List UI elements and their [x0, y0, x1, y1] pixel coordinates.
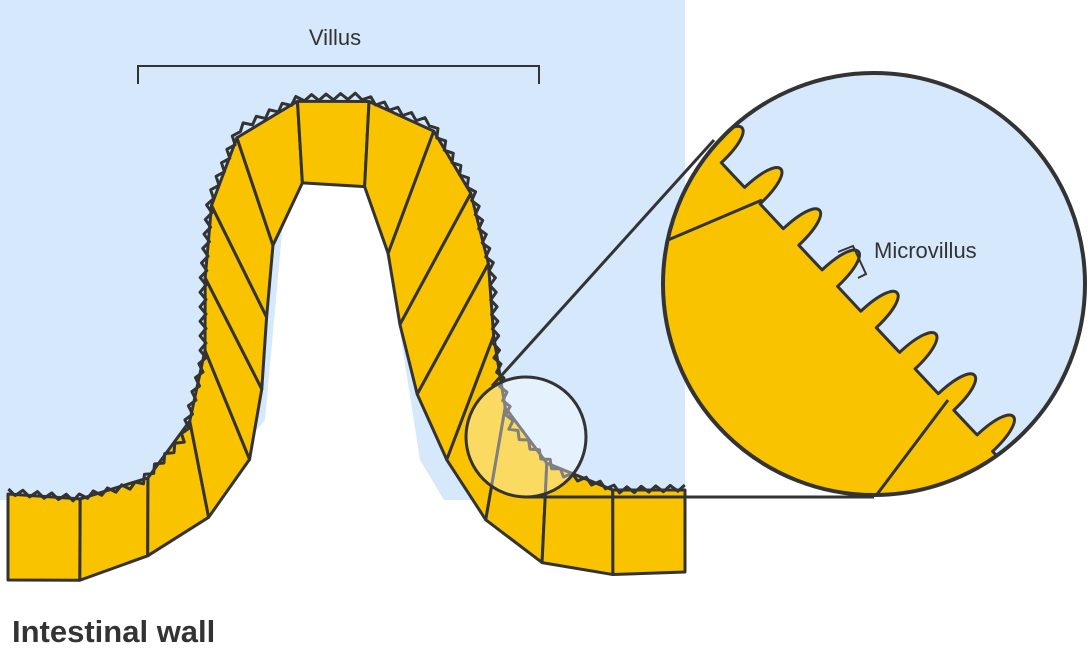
magnified-cell-wall-right	[873, 399, 950, 495]
epithelial-cell	[6, 492, 82, 582]
brush-border	[7, 91, 686, 503]
microvillus-label: Microvillus	[874, 238, 977, 263]
magnified-cell-surface	[663, 118, 1085, 495]
magnified-lens	[661, 71, 1087, 497]
microvillus-bracket	[837, 244, 868, 279]
epithelial-cell	[611, 488, 687, 577]
magnified-cell-wall-left	[667, 198, 763, 242]
villus-label: Villus	[309, 25, 361, 50]
zoom-connector-top	[490, 138, 716, 388]
magnifier-small	[464, 375, 588, 499]
epithelial-cell	[295, 99, 371, 189]
villus-bracket	[137, 65, 540, 84]
figure-caption: Intestinal wall	[12, 614, 216, 649]
epithelial-cells	[6, 99, 687, 582]
